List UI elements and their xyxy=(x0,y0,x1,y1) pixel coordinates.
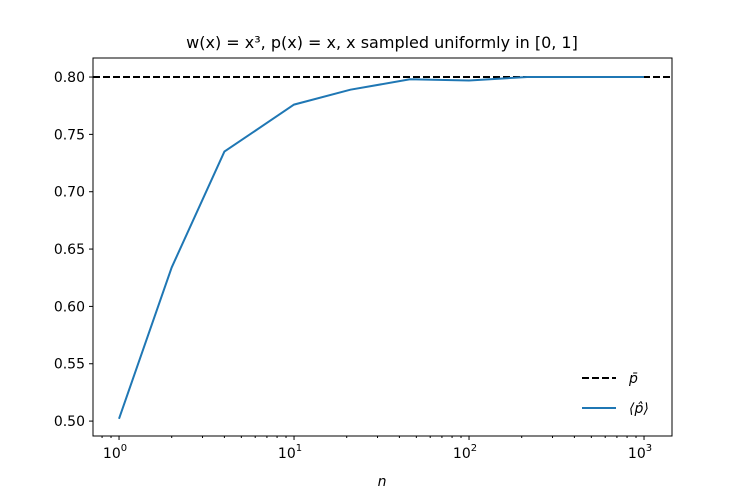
series-line-mean-phat xyxy=(118,76,644,420)
legend-label: ⟨p̂⟩ xyxy=(629,401,649,417)
legend: p̄ ⟨p̂⟩ xyxy=(582,371,649,417)
y-tick-label: 0.65 xyxy=(54,242,85,258)
x-tick-label: 102 xyxy=(453,443,477,462)
plot-area: 0.50 0.55 0.60 0.65 0.70 0.75 0.80 100 101 102 103… xyxy=(54,57,673,462)
y-tick-label: 0.50 xyxy=(54,414,85,430)
chart-title: w(x) = x³, p(x) = x, x sampled uniformly… xyxy=(186,33,578,52)
y-tick-label: 0.60 xyxy=(54,299,85,315)
x-tick-label: 101 xyxy=(278,443,302,462)
x-axis-label: n xyxy=(378,474,387,490)
y-tick-label: 0.75 xyxy=(54,127,85,143)
x-tick-label: 100 xyxy=(103,443,127,462)
y-tick-label: 0.80 xyxy=(54,70,85,86)
legend-label: p̄ xyxy=(628,371,638,387)
axes-frame xyxy=(92,57,673,437)
y-tick-label: 0.55 xyxy=(54,357,85,373)
y-tick-label: 0.70 xyxy=(54,185,85,201)
x-tick-label: 103 xyxy=(628,443,652,462)
